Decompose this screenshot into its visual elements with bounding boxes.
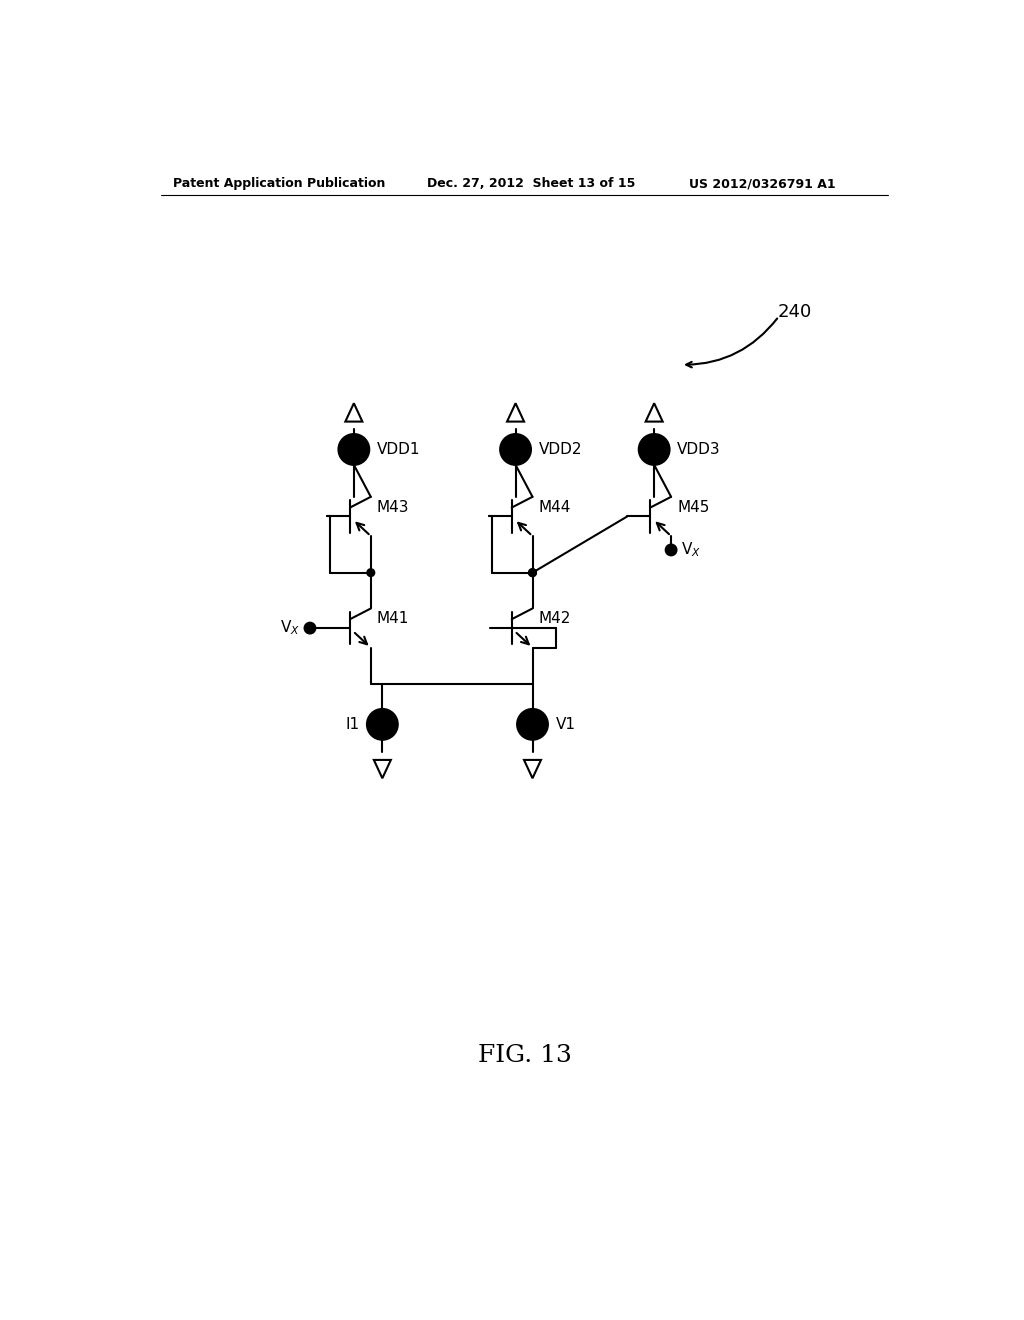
Text: 240: 240 bbox=[777, 304, 812, 321]
Circle shape bbox=[367, 709, 397, 739]
Polygon shape bbox=[374, 760, 391, 779]
Bar bbox=[464, 623, 487, 632]
Text: Dec. 27, 2012  Sheet 13 of 15: Dec. 27, 2012 Sheet 13 of 15 bbox=[427, 177, 635, 190]
Text: I1: I1 bbox=[345, 717, 359, 731]
Circle shape bbox=[339, 434, 370, 465]
Text: V1: V1 bbox=[556, 717, 575, 731]
Text: M45: M45 bbox=[677, 500, 710, 515]
Polygon shape bbox=[524, 760, 541, 779]
Text: −: − bbox=[348, 450, 359, 463]
Text: −: − bbox=[527, 725, 538, 738]
Text: +: + bbox=[528, 714, 538, 723]
Text: V$_X$: V$_X$ bbox=[280, 619, 300, 638]
Circle shape bbox=[639, 434, 670, 465]
Text: VDD3: VDD3 bbox=[677, 442, 721, 457]
Circle shape bbox=[367, 569, 375, 577]
Circle shape bbox=[666, 545, 677, 556]
Circle shape bbox=[500, 434, 531, 465]
Circle shape bbox=[528, 569, 537, 577]
Text: VDD1: VDD1 bbox=[377, 442, 421, 457]
Text: M44: M44 bbox=[539, 500, 571, 515]
Text: +: + bbox=[649, 438, 658, 449]
Text: +: + bbox=[511, 438, 520, 449]
Text: FIG. 13: FIG. 13 bbox=[478, 1044, 571, 1067]
Text: M41: M41 bbox=[377, 611, 410, 627]
Circle shape bbox=[304, 623, 315, 634]
Text: M42: M42 bbox=[539, 611, 571, 627]
Text: −: − bbox=[510, 450, 521, 463]
Text: Patent Application Publication: Patent Application Publication bbox=[173, 177, 385, 190]
Text: +: + bbox=[349, 438, 358, 449]
Text: US 2012/0326791 A1: US 2012/0326791 A1 bbox=[689, 177, 836, 190]
Circle shape bbox=[528, 569, 537, 577]
Text: VDD2: VDD2 bbox=[539, 442, 583, 457]
Text: −: − bbox=[649, 450, 659, 463]
Text: V$_X$: V$_X$ bbox=[681, 541, 701, 560]
Polygon shape bbox=[507, 404, 524, 421]
Text: M43: M43 bbox=[377, 500, 410, 515]
Polygon shape bbox=[345, 404, 362, 421]
Circle shape bbox=[517, 709, 548, 739]
Polygon shape bbox=[646, 404, 663, 421]
